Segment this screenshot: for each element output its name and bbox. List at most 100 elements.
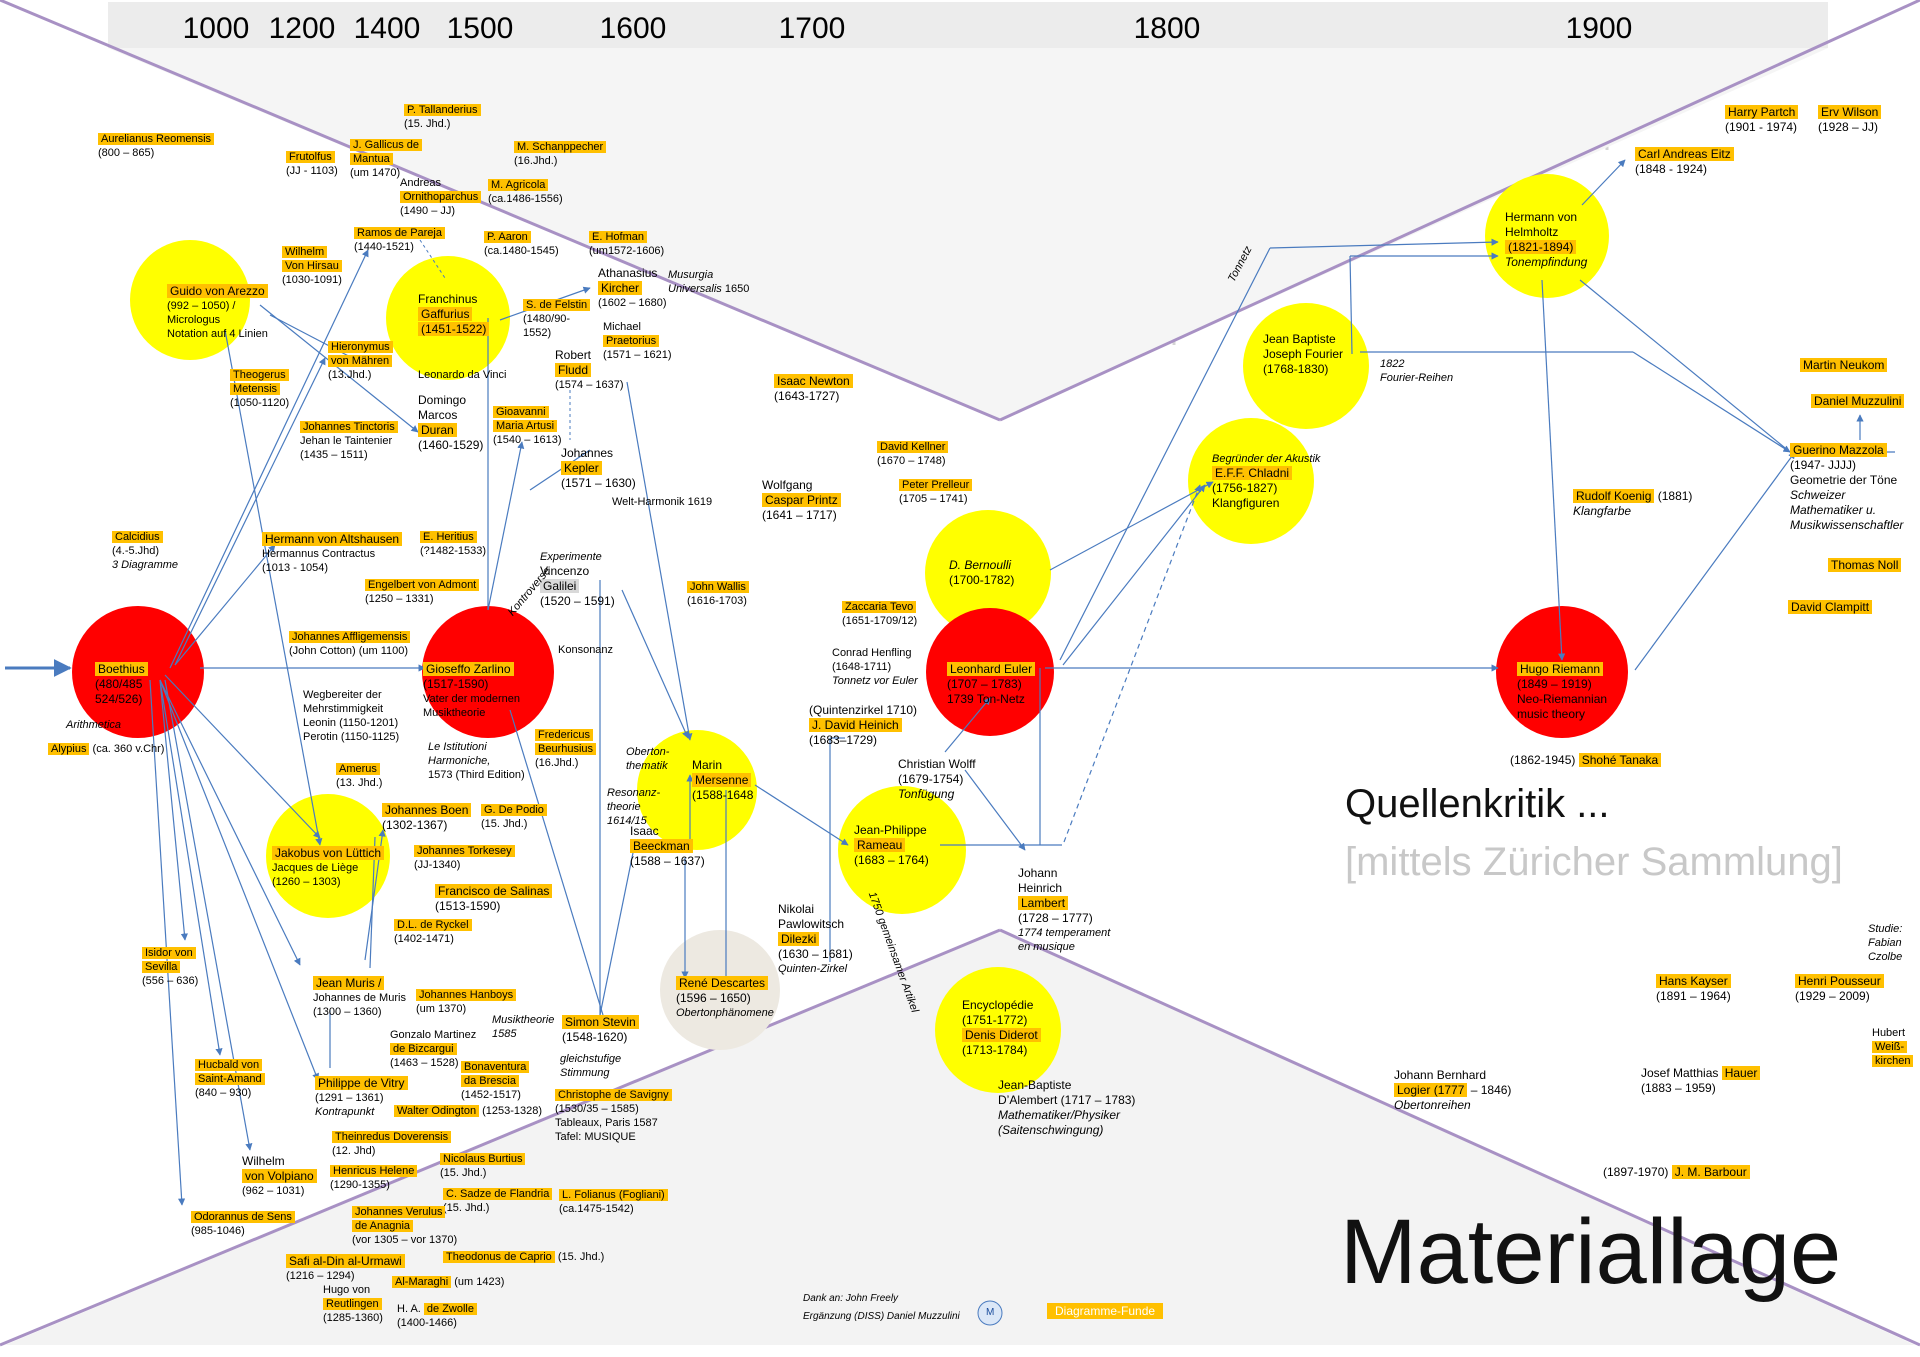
node-text: (1891 – 1964) bbox=[1656, 989, 1731, 1003]
node-text: Obertonphänomene bbox=[676, 1007, 774, 1019]
person-boethius: Boethius (480/485 524/526) bbox=[95, 662, 148, 707]
person-torkesey: Johannes Torkesey (JJ-1340) bbox=[414, 844, 515, 872]
person-kellner: David Kellner (1670 – 1748) bbox=[877, 440, 949, 468]
node-line: Tableaux, Paris 1587 bbox=[555, 1116, 672, 1130]
node-text: (1648-1711) bbox=[832, 661, 892, 673]
node-line: Johannes Tinctoris bbox=[300, 420, 398, 434]
node-text: Perotin (1150-1125) bbox=[303, 731, 400, 743]
person-aaron: P. Aaron (ca.1480-1545) bbox=[484, 230, 559, 258]
node-text: (992 – 1050) / bbox=[167, 300, 236, 312]
node-line: (1260 – 1303) bbox=[272, 875, 384, 889]
node-line: (1728 – 1777) bbox=[1018, 911, 1110, 926]
node-text: Hermann von bbox=[1505, 210, 1578, 224]
node-line: J. Gallicus de bbox=[350, 138, 423, 152]
node-line: (15. Jhd.) bbox=[481, 817, 547, 831]
name-highlight: J. David Heinich bbox=[809, 718, 902, 732]
node-line: Johannes Hanboys bbox=[416, 988, 517, 1002]
node-line: Johann bbox=[1018, 866, 1110, 881]
node-text: Galilei bbox=[540, 579, 580, 593]
node-text: 524/526) bbox=[95, 692, 143, 706]
node-line: Saint-Amand bbox=[195, 1072, 265, 1086]
node-line: (JJ-1340) bbox=[414, 858, 515, 872]
node-text: (1571 – 1630) bbox=[561, 476, 636, 490]
name-highlight: Peter Prelleur bbox=[899, 479, 973, 491]
circles bbox=[72, 174, 1628, 1093]
name-highlight: Erv Wilson bbox=[1818, 105, 1882, 119]
node-line: (1630 – 1681) bbox=[778, 947, 853, 962]
name-highlight: David Kellner bbox=[877, 441, 949, 453]
node-line: Jehan le Taintenier bbox=[300, 434, 398, 448]
node-line: 1573 (Third Edition) bbox=[428, 768, 525, 782]
node-line: Hieronymus bbox=[328, 340, 393, 354]
node-text: Begründer der Akustik bbox=[1212, 453, 1321, 465]
name-highlight: Fludd bbox=[555, 363, 592, 377]
title: Quellenkritik ... bbox=[1345, 782, 1610, 826]
node-line: Gonzalo Martinez bbox=[390, 1028, 476, 1042]
node-line: de Bizcargui bbox=[390, 1042, 476, 1056]
node-line: Studie: bbox=[1868, 922, 1902, 936]
node-line: Leonhard Euler bbox=[947, 662, 1036, 677]
name-highlight: Dilezki bbox=[778, 932, 820, 946]
node-text: (1707 – 1783) bbox=[947, 677, 1022, 691]
diagramme-funde-box[interactable]: Diagramme-Funde bbox=[1047, 1303, 1164, 1319]
node-text: Leonardo da Vinci bbox=[418, 369, 507, 381]
name-highlight: Beurhusius bbox=[535, 743, 597, 755]
node-line: Peter Prelleur bbox=[899, 478, 973, 492]
node-line: C. Sadze de Flandria bbox=[443, 1187, 553, 1201]
node-line: (556 – 636) bbox=[142, 974, 198, 988]
person-helenae: Henricus Helene (1290-1355) bbox=[330, 1164, 418, 1192]
name-highlight: (1451-1522) bbox=[418, 322, 490, 336]
node-line: 1739 Ton-Netz bbox=[947, 692, 1035, 707]
name-highlight: Theodonus de Caprio bbox=[443, 1251, 555, 1263]
person-schanppecher: M. Schanppecher (16.Jhd.) bbox=[514, 140, 607, 168]
person-wilson: Erv Wilson (1928 – JJ) bbox=[1818, 105, 1882, 135]
node-line: Kircher bbox=[598, 281, 667, 296]
node-text: H. A. bbox=[397, 1303, 424, 1315]
name-highlight: Amerus bbox=[336, 763, 380, 775]
node-text: (1530/35 – 1585) bbox=[555, 1103, 639, 1115]
node-text: Arithmetica bbox=[66, 719, 122, 731]
name-highlight: Christophe de Savigny bbox=[555, 1089, 672, 1101]
node-line: Musiktheorie bbox=[492, 1013, 554, 1027]
node-line: Kepler bbox=[561, 461, 636, 476]
node-line: (1050-1120) bbox=[230, 396, 289, 410]
node-line: (1530/35 – 1585) bbox=[555, 1102, 672, 1116]
node-line: Maria Artusi bbox=[493, 419, 562, 433]
node-text: (1901 - 1974) bbox=[1725, 120, 1798, 134]
node-line: Walter Odington (1253-1328) bbox=[394, 1104, 542, 1118]
node-line: Martin Neukom bbox=[1800, 358, 1888, 373]
person-isidor: Isidor von Sevilla (556 – 636) bbox=[142, 946, 198, 988]
node-text: Micrologus bbox=[167, 314, 221, 326]
node-line: (1862-1945) Shohé Tanaka bbox=[1510, 753, 1662, 768]
person-vitry: Philippe de Vitry (1291 – 1361) Kontrapunk… bbox=[315, 1076, 408, 1119]
person-muris: Jean Muris / Johannes de Muris (1300 – 136… bbox=[313, 976, 406, 1019]
name-highlight: Kepler bbox=[561, 461, 602, 475]
name-highlight: de Zwolle bbox=[423, 1303, 477, 1315]
node-text: 3 Diagramme bbox=[112, 559, 179, 571]
node-line: G. De Podio bbox=[481, 803, 547, 817]
node-line: (12. Jhd) bbox=[332, 1144, 451, 1158]
node-text: (JJ-1340) bbox=[414, 859, 461, 871]
node-line: (1435 – 1511) bbox=[300, 448, 398, 462]
node-line: (um 1370) bbox=[416, 1002, 516, 1016]
name-highlight: Isidor von bbox=[142, 947, 196, 959]
name-highlight: Johannes Boen bbox=[382, 803, 472, 817]
node-text: 1573 (Third Edition) bbox=[428, 769, 525, 781]
timeline-band bbox=[108, 2, 1828, 48]
name-highlight: J. Gallicus de bbox=[350, 139, 423, 151]
person-aurelianus: Aurelianus Reomensis (800 – 865) bbox=[98, 132, 215, 160]
person-barbour: (1897-1970) J. M. Barbour bbox=[1603, 1165, 1750, 1180]
node-text: (vor 1305 – vor 1370) bbox=[352, 1234, 458, 1246]
node-text: (1517-1590) bbox=[423, 677, 489, 691]
person-brescia: Bonaventura da Brescia (1452-1517) bbox=[461, 1060, 530, 1102]
name-highlight: Theinredus Doverensis bbox=[332, 1131, 452, 1143]
node-text: (985-1046) bbox=[191, 1225, 245, 1237]
node-line: (840 – 930) bbox=[195, 1086, 265, 1100]
name-highlight: von Mähren bbox=[328, 355, 393, 367]
node-line: Quinten-Zirkel bbox=[778, 962, 853, 976]
node-line: Mathematiker/Physiker bbox=[998, 1108, 1135, 1123]
node-text: (1700-1782) bbox=[949, 573, 1015, 587]
node-text: thematik bbox=[626, 760, 668, 772]
node-text: Encyclopédie bbox=[962, 998, 1034, 1012]
